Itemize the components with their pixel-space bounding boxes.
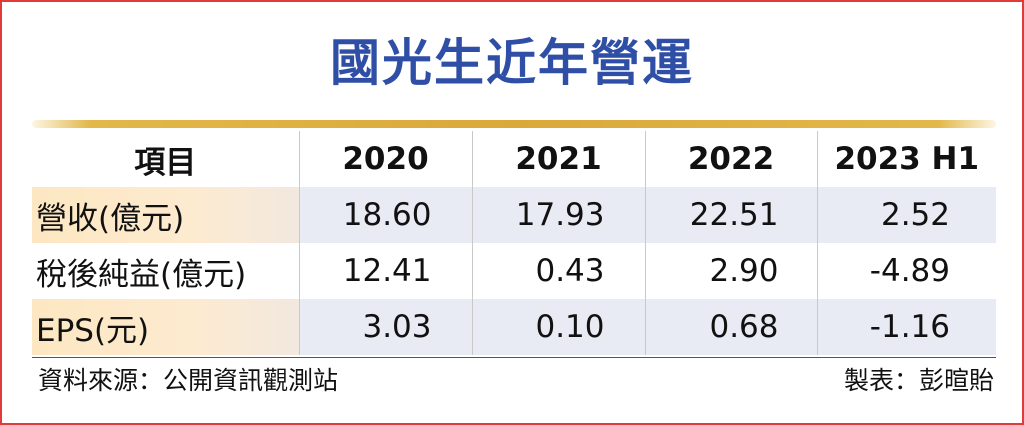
table-row: 稅後純益(億元) 12.41 0.43 2.90 -4.89 — [32, 243, 996, 299]
title-divider — [32, 120, 996, 128]
row-label-net-income: 稅後純益(億元) — [36, 256, 247, 293]
column-header-2022: 2022 — [644, 131, 817, 187]
table-bottom-rule — [32, 357, 996, 358]
source-note: 資料來源：公開資訊觀測站 — [38, 366, 339, 395]
operations-table: 項目 2020 2021 2022 2023 H1 營收(億元) 18.60 1… — [32, 131, 996, 355]
table-cell: 2.52 — [816, 187, 996, 243]
row-label-revenue: 營收(億元) — [32, 187, 299, 243]
header-row: 項目 2020 2021 2022 2023 H1 — [32, 131, 996, 187]
table-cell: 2.90 — [644, 243, 817, 299]
table-row: 營收(億元) 18.60 17.93 22.51 2.52 — [32, 187, 996, 243]
table-cell: 17.93 — [471, 187, 645, 243]
table-cell: 0.43 — [471, 243, 645, 299]
table-cell: 0.10 — [471, 299, 645, 355]
table-cell: -1.16 — [816, 299, 996, 355]
maker-credit: 製表：彭暄貽 — [843, 366, 994, 395]
table-cell: 22.51 — [644, 187, 817, 243]
table-cell: -4.89 — [816, 243, 996, 299]
column-header-2021: 2021 — [471, 131, 645, 187]
row-label-eps: EPS(元) — [32, 299, 299, 355]
column-header-item: 項目 — [134, 144, 197, 181]
table-cell: 0.68 — [644, 299, 817, 355]
table-cell: 12.41 — [298, 243, 472, 299]
table-cell: 3.03 — [298, 299, 472, 355]
page-title: 國光生近年營運 — [330, 34, 694, 92]
column-header-2020: 2020 — [298, 131, 472, 187]
table-row: EPS(元) 3.03 0.10 0.68 -1.16 — [32, 299, 996, 355]
table-cell: 18.60 — [298, 187, 472, 243]
column-header-2023-h1: 2023 H1 — [816, 131, 996, 187]
